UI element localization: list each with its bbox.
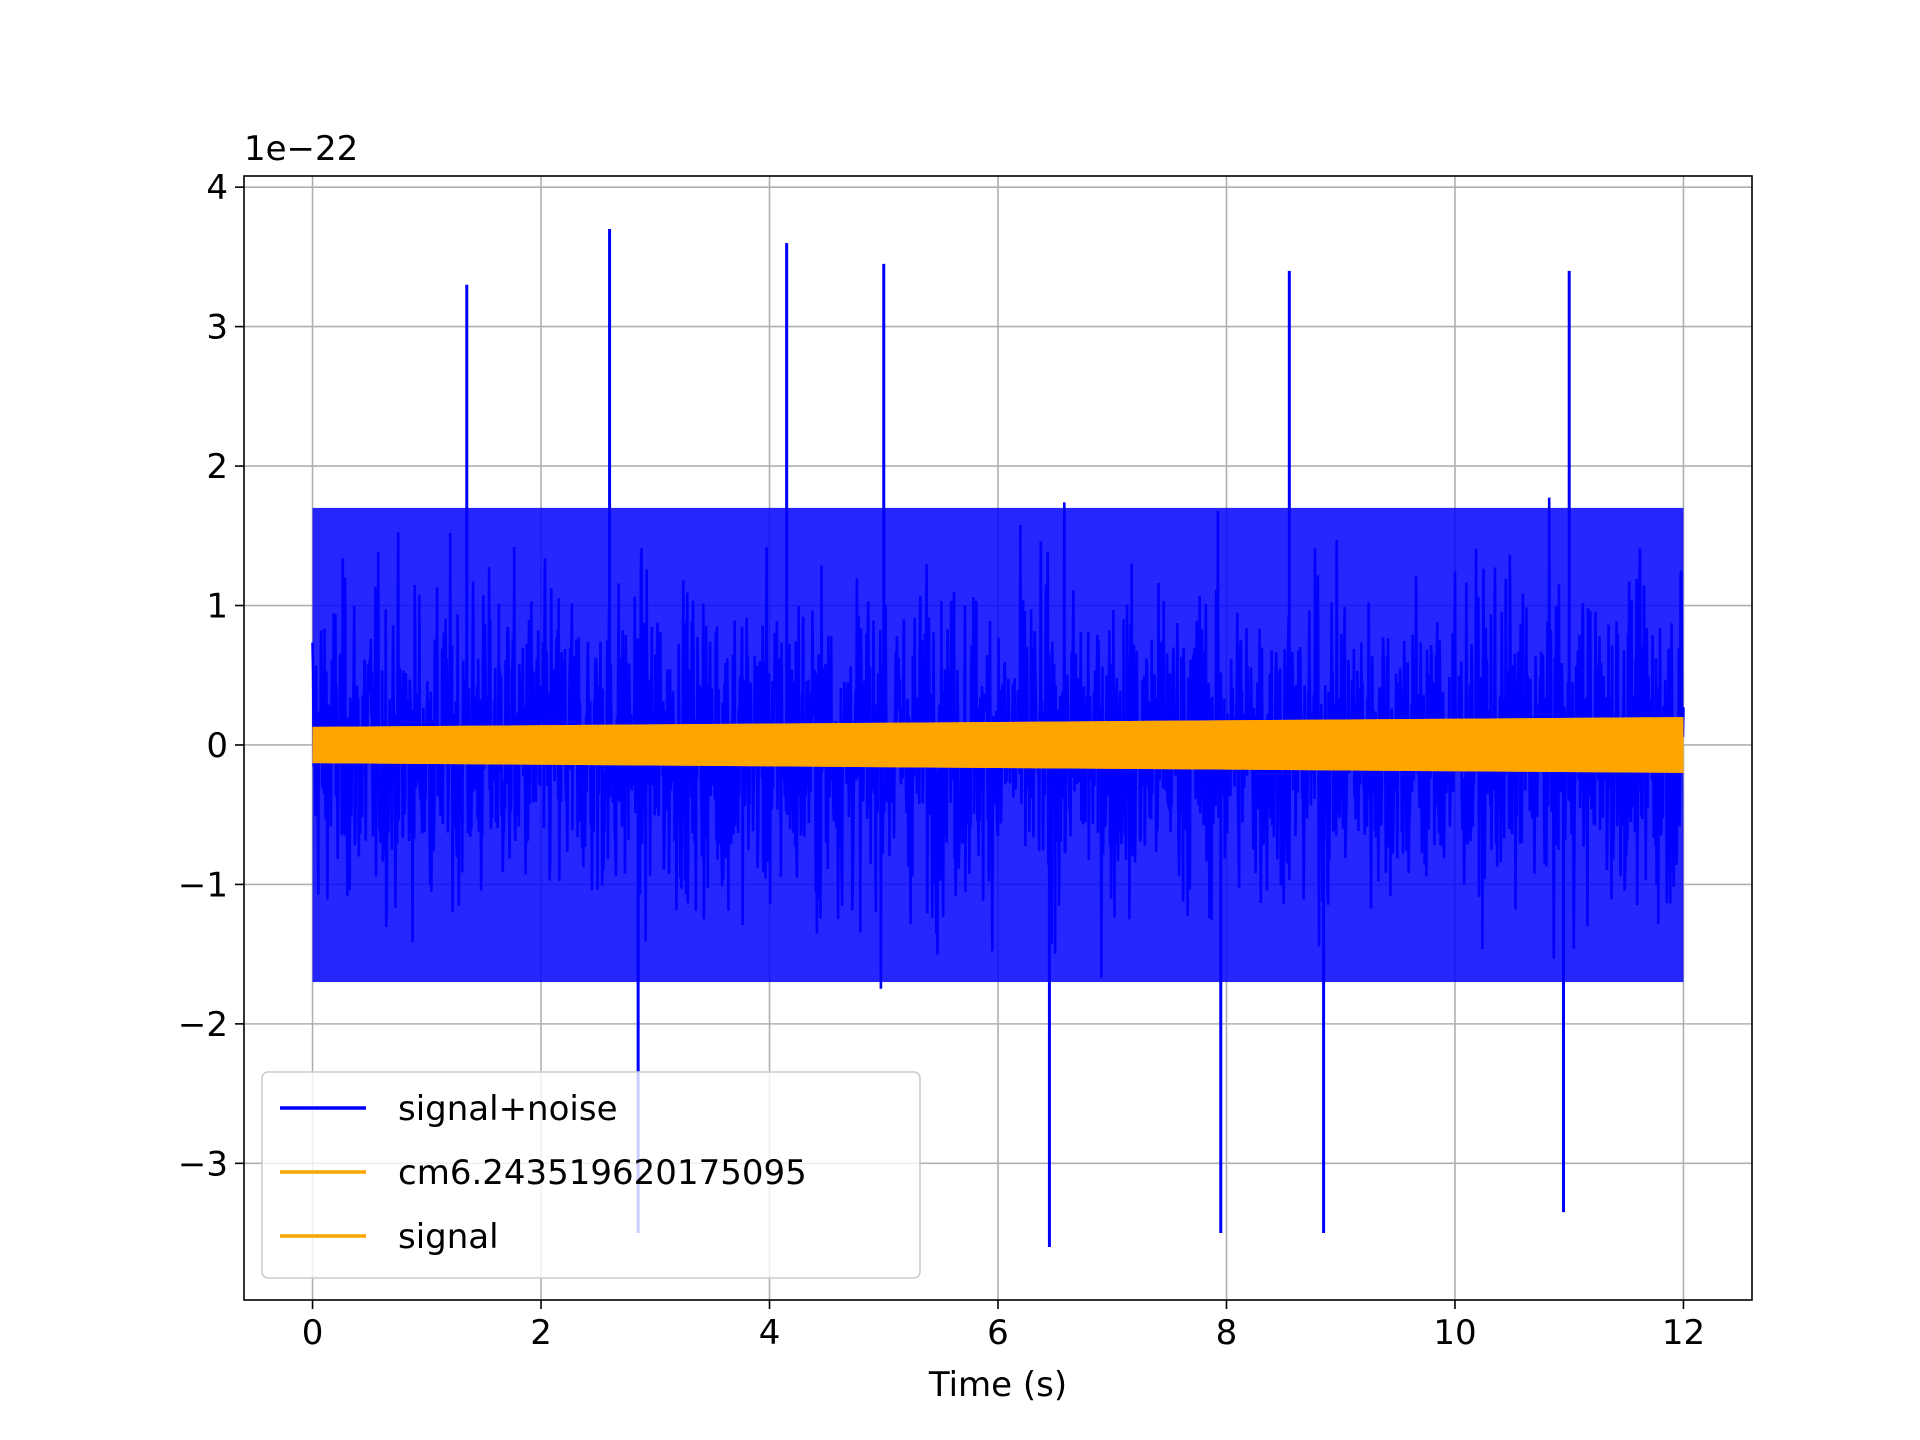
x-tick-label: 12: [1662, 1313, 1705, 1353]
plot-area: [311, 228, 1685, 1248]
y-offset-text: 1e−22: [244, 129, 358, 169]
y-tick-label: −2: [178, 1005, 228, 1045]
legend: signal+noise cm6.243519620175095 signal: [261, 1071, 921, 1279]
x-tick-label: 8: [1216, 1313, 1238, 1353]
legend-label: cm6.243519620175095: [398, 1153, 807, 1193]
y-tick-label: 2: [206, 447, 228, 487]
x-axis: 0 2 4 6 8 10 12: [302, 1300, 1705, 1353]
x-tick-label: 6: [987, 1313, 1009, 1353]
legend-label: signal: [398, 1217, 499, 1257]
y-tick-label: 4: [206, 168, 228, 208]
y-tick-label: 0: [206, 726, 228, 766]
series-signal-band: [312, 717, 1684, 773]
legend-box: [261, 1071, 921, 1279]
x-axis-label: Time (s): [928, 1365, 1067, 1405]
y-axis: −3 −2 −1 0 1 2 3 4: [178, 168, 244, 1184]
legend-label: signal+noise: [398, 1089, 618, 1129]
x-tick-label: 0: [302, 1313, 324, 1353]
x-tick-label: 10: [1433, 1313, 1476, 1353]
y-tick-label: −1: [178, 865, 228, 905]
y-tick-label: −3: [178, 1144, 228, 1184]
x-tick-label: 2: [530, 1313, 552, 1353]
x-tick-label: 4: [759, 1313, 781, 1353]
y-tick-label: 3: [206, 308, 228, 348]
y-tick-label: 1: [206, 587, 228, 627]
